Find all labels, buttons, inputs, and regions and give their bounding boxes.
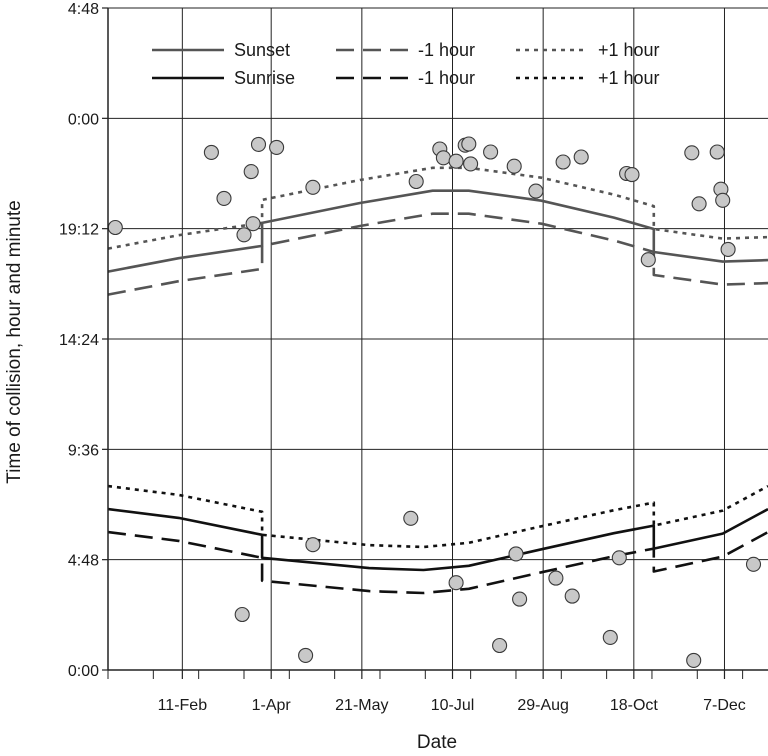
- legend-layer: Sunset -1 hour +1 hour Sunrise -1 hour +1 hou…: [152, 40, 660, 88]
- x-tick-label: 29-Aug: [517, 697, 569, 714]
- collision-point: [435, 150, 451, 166]
- collision-point: [305, 537, 321, 553]
- collision-point: [512, 591, 528, 607]
- x-tick-label: 1-Apr: [252, 697, 292, 714]
- legend-entry: Sunset: [152, 40, 290, 60]
- collision-point: [624, 167, 640, 183]
- y-tick-label: 14:24: [59, 332, 99, 349]
- y-tick-label: 9:36: [68, 442, 99, 459]
- legend-label: -1 hour: [418, 40, 475, 60]
- collision-point: [548, 570, 564, 586]
- legend-entry: +1 hour: [516, 68, 660, 88]
- legend-entry: +1 hour: [516, 40, 660, 60]
- collision-point: [269, 139, 285, 155]
- collision-point: [203, 144, 219, 160]
- series-line-5: [107, 530, 768, 595]
- legend-entry: -1 hour: [336, 68, 475, 88]
- collision-point: [691, 196, 707, 212]
- axis-layer: 0:00 4:48 9:36 14:24 19:12 0:00 4:48 11-Feb 1-Ap…: [59, 1, 768, 714]
- collision-point: [461, 136, 477, 152]
- collision-point: [483, 144, 499, 160]
- collision-point: [528, 183, 544, 199]
- legend-entry: Sunrise: [152, 68, 295, 88]
- collision-point: [684, 145, 700, 161]
- collision-point: [573, 149, 589, 165]
- y-tick-label: 0:00: [68, 663, 99, 680]
- legend-label: Sunset: [234, 40, 290, 60]
- point-layer: [107, 136, 762, 668]
- collision-point: [555, 154, 571, 170]
- x-axis-label: Date: [417, 732, 457, 751]
- series-line-6: [107, 484, 768, 549]
- series-line-2: [107, 212, 768, 296]
- collision-point: [720, 241, 736, 257]
- legend-label: +1 hour: [598, 40, 660, 60]
- collision-point: [243, 164, 259, 180]
- x-tick-label: 21-May: [335, 697, 388, 714]
- collision-point: [234, 606, 250, 623]
- collision-point: [508, 546, 524, 562]
- collision-point: [463, 156, 479, 172]
- collision-point: [506, 158, 522, 174]
- legend-label: +1 hour: [598, 68, 660, 88]
- grid-layer: [108, 7, 768, 671]
- collision-point: [403, 510, 419, 526]
- collision-point: [709, 144, 725, 160]
- collision-point: [745, 556, 762, 572]
- collision-point: [216, 190, 232, 206]
- collision-point: [245, 216, 261, 232]
- x-tick-label: 11-Feb: [158, 697, 208, 714]
- collision-point: [686, 652, 702, 668]
- legend-label: -1 hour: [418, 68, 475, 88]
- series-line-3: [107, 166, 768, 250]
- collision-point: [640, 252, 656, 268]
- collision-point: [250, 136, 267, 152]
- y-tick-label: 0:00: [68, 111, 99, 128]
- collision-point: [715, 192, 731, 208]
- series-layer: [107, 166, 768, 595]
- y-tick-label: 4:48: [68, 1, 99, 18]
- y-tick-label: 4:48: [68, 553, 99, 570]
- y-tick-label: 19:12: [59, 222, 99, 239]
- legend-entry: -1 hour: [336, 40, 475, 60]
- x-tick-label: 10-Jul: [431, 697, 475, 714]
- collision-point: [602, 629, 618, 645]
- collision-point: [564, 588, 580, 604]
- collision-point: [448, 153, 464, 169]
- y-axis-label: Time of collision, hour and minute: [4, 200, 25, 483]
- collision-point: [611, 550, 627, 566]
- x-tick-label: 18-Oct: [610, 697, 659, 714]
- collision-point: [305, 179, 321, 195]
- collision-point: [408, 173, 424, 190]
- legend-label: Sunrise: [234, 68, 295, 88]
- collision-point: [448, 575, 464, 591]
- collision-point: [492, 637, 508, 654]
- collision-point: [236, 227, 252, 243]
- collision-point: [298, 647, 314, 663]
- collision-point: [107, 219, 123, 236]
- x-tick-label: 7-Dec: [703, 697, 746, 714]
- series-line-4: [107, 507, 768, 572]
